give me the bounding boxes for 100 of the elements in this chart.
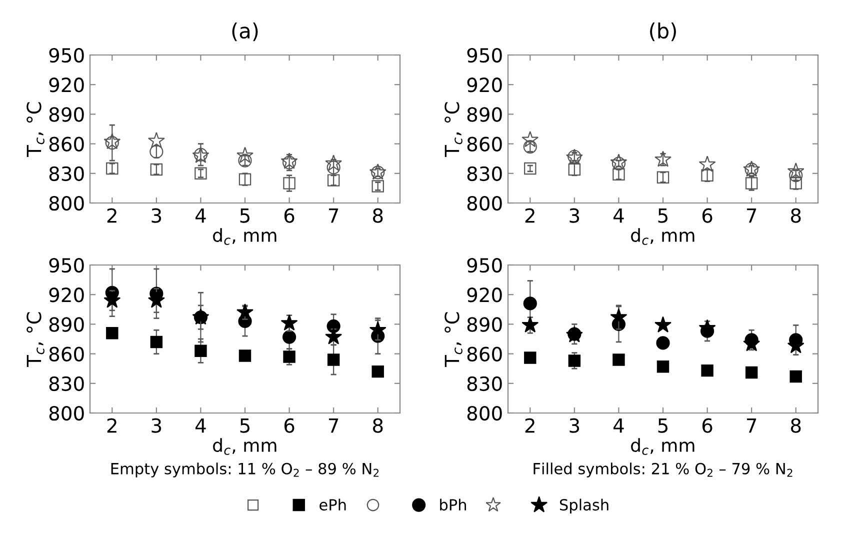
point — [104, 292, 121, 308]
point — [106, 326, 118, 340]
point — [238, 173, 252, 186]
point — [523, 140, 537, 154]
x-tick-label: 7 — [746, 418, 756, 433]
y-tick-label: 830 — [467, 166, 502, 182]
x-tick-label: 2 — [107, 418, 116, 433]
point — [282, 330, 296, 344]
y-tick-label: 920 — [467, 78, 502, 92]
legend-label: Splash — [560, 498, 608, 514]
point — [612, 354, 625, 366]
point — [701, 169, 714, 182]
x-tick-label: 7 — [328, 418, 338, 433]
y-tick-label: 830 — [49, 166, 84, 182]
y-tick-label: 920 — [49, 288, 84, 302]
point — [150, 144, 164, 158]
point — [280, 152, 298, 169]
x-tick-label: 3 — [570, 418, 580, 433]
y-tick-label: 920 — [49, 78, 84, 92]
y-tick-label: 860 — [467, 136, 502, 152]
x-tick-label: 3 — [152, 418, 162, 433]
y-tick-label: 950 — [49, 258, 84, 273]
text: Filled symbols: 21 % O$_{2}$ – 79 % N$_{2}$ — [534, 462, 792, 478]
x-tick-label: 5 — [240, 418, 250, 433]
x-tick-label: 5 — [658, 418, 668, 433]
legend-label: ePh — [320, 498, 346, 511]
point — [280, 314, 298, 331]
x-axis-title: d$_{c}$, mm — [631, 438, 694, 455]
point — [148, 132, 165, 148]
point — [745, 366, 758, 379]
point — [698, 156, 716, 172]
point — [283, 177, 296, 190]
point — [654, 316, 672, 332]
y-axis-title: T$_{c}$, °C — [26, 102, 44, 157]
text: Empty symbols: 11 % O$_{2}$ – 89 % N$_{2}$ — [111, 462, 379, 478]
x-tick-label: 2 — [107, 208, 116, 223]
point — [654, 150, 672, 167]
point — [612, 156, 626, 170]
point — [282, 156, 296, 170]
y-tick-label: 800 — [467, 196, 502, 211]
y-tick-label: 830 — [49, 376, 84, 392]
y-tick-label: 890 — [49, 317, 84, 332]
y-tick-label: 800 — [49, 406, 84, 421]
point — [238, 350, 252, 362]
point — [522, 316, 539, 332]
x-tick-label: 8 — [790, 208, 801, 223]
y-tick-label: 950 — [467, 48, 502, 63]
point — [656, 360, 670, 373]
y-tick-label: 890 — [467, 107, 502, 122]
x-tick-label: 7 — [328, 208, 338, 223]
x-tick-label: 3 — [152, 208, 162, 223]
y-axis-title: T$_{c}$, °C — [444, 312, 462, 367]
point — [701, 364, 714, 377]
x-tick-label: 4 — [195, 208, 206, 223]
point — [327, 354, 340, 366]
chart-title: (b) — [650, 22, 676, 42]
y-tick-label: 890 — [49, 107, 84, 122]
y-axis-title: T$_{c}$, °C — [26, 312, 44, 367]
y-tick-label: 830 — [467, 376, 502, 392]
point — [790, 370, 802, 383]
point — [523, 296, 537, 310]
point — [522, 130, 539, 148]
y-tick-label: 800 — [467, 406, 502, 421]
y-tick-label: 860 — [49, 136, 84, 152]
y-tick-label: 890 — [467, 317, 502, 332]
y-tick-label: 950 — [49, 48, 84, 63]
x-tick-label: 8 — [372, 418, 383, 433]
x-tick-label: 6 — [702, 208, 712, 223]
x-tick-label: 5 — [240, 208, 250, 223]
point — [372, 180, 384, 192]
x-tick-label: 4 — [613, 418, 624, 433]
point — [238, 154, 252, 168]
y-tick-label: 950 — [467, 258, 502, 273]
x-tick-label: 2 — [525, 208, 534, 223]
legend-label: bPh — [440, 498, 466, 511]
point — [610, 154, 628, 170]
point — [150, 336, 163, 348]
point — [372, 365, 384, 378]
point — [524, 162, 536, 175]
point — [194, 344, 207, 357]
point — [148, 292, 165, 308]
point — [194, 167, 207, 180]
x-tick-label: 4 — [613, 208, 624, 223]
x-tick-label: 6 — [284, 418, 294, 433]
y-tick-label: 860 — [49, 346, 84, 362]
point — [236, 146, 254, 163]
x-tick-label: 4 — [195, 418, 206, 433]
y-tick-label: 800 — [49, 196, 84, 211]
x-tick-label: 8 — [790, 418, 801, 433]
x-tick-label: 6 — [284, 208, 294, 223]
point — [656, 171, 670, 184]
x-tick-label: 6 — [702, 418, 712, 433]
point — [568, 354, 581, 367]
y-tick-label: 860 — [467, 346, 502, 362]
point — [104, 132, 121, 150]
y-tick-label: 920 — [467, 288, 502, 302]
x-tick-label: 2 — [525, 418, 534, 433]
x-tick-label: 8 — [372, 208, 383, 223]
x-axis-title: d$_{c}$, mm — [631, 228, 694, 245]
x-tick-label: 7 — [746, 208, 756, 223]
